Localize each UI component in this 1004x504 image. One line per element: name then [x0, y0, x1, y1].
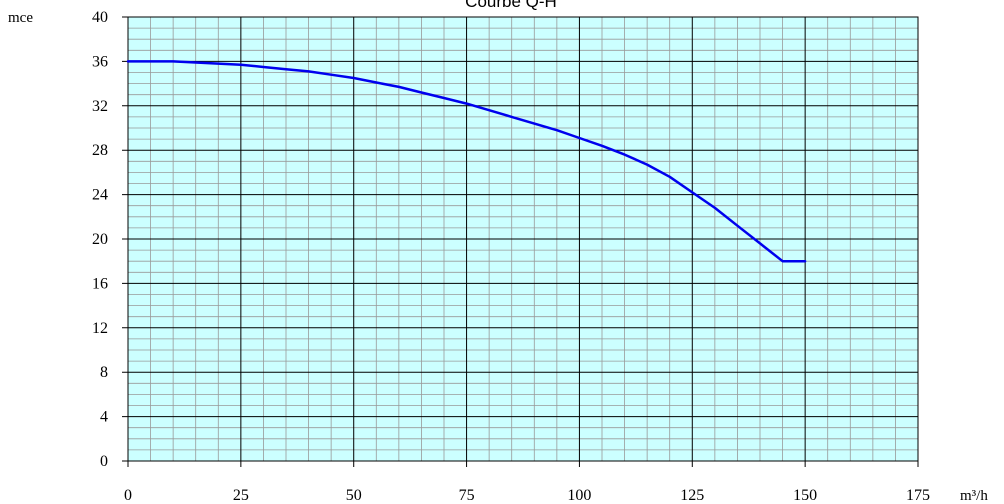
chart-title: Courbe Q-H	[465, 0, 557, 11]
y-tick-label: 36	[92, 53, 108, 70]
y-tick-label: 28	[92, 142, 108, 159]
plot-frame	[127, 16, 919, 462]
x-tick-label: 125	[680, 487, 704, 504]
x-tick-label: 150	[793, 487, 817, 504]
x-tick-label: 50	[346, 487, 362, 504]
major-grid	[122, 16, 919, 467]
y-tick-label: 16	[92, 275, 108, 292]
y-tick-label: 8	[100, 364, 108, 381]
x-axis-unit-label: m³/h	[960, 488, 988, 504]
y-tick-label: 0	[100, 453, 108, 470]
y-tick-label: 12	[92, 320, 108, 337]
x-tick-labels: 0 25 50 75 100 125 150 175	[124, 487, 930, 504]
x-tick-label: 100	[567, 487, 591, 504]
y-tick-label: 24	[92, 187, 108, 204]
x-tick-label: 75	[459, 487, 475, 504]
x-tick-label: 0	[124, 487, 132, 504]
y-tick-label: 32	[92, 98, 108, 115]
y-tick-labels: 0 4 8 12 16 20 24 28 32 36 40	[92, 9, 108, 470]
y-tick-label: 40	[92, 9, 108, 26]
y-tick-label: 20	[92, 231, 108, 248]
x-tick-label: 175	[906, 487, 930, 504]
series-layer	[126, 60, 807, 263]
y-tick-label: 4	[100, 409, 108, 426]
x-tick-label: 25	[233, 487, 249, 504]
y-axis-unit-label: mce	[8, 10, 33, 26]
qh-curve	[126, 60, 807, 263]
